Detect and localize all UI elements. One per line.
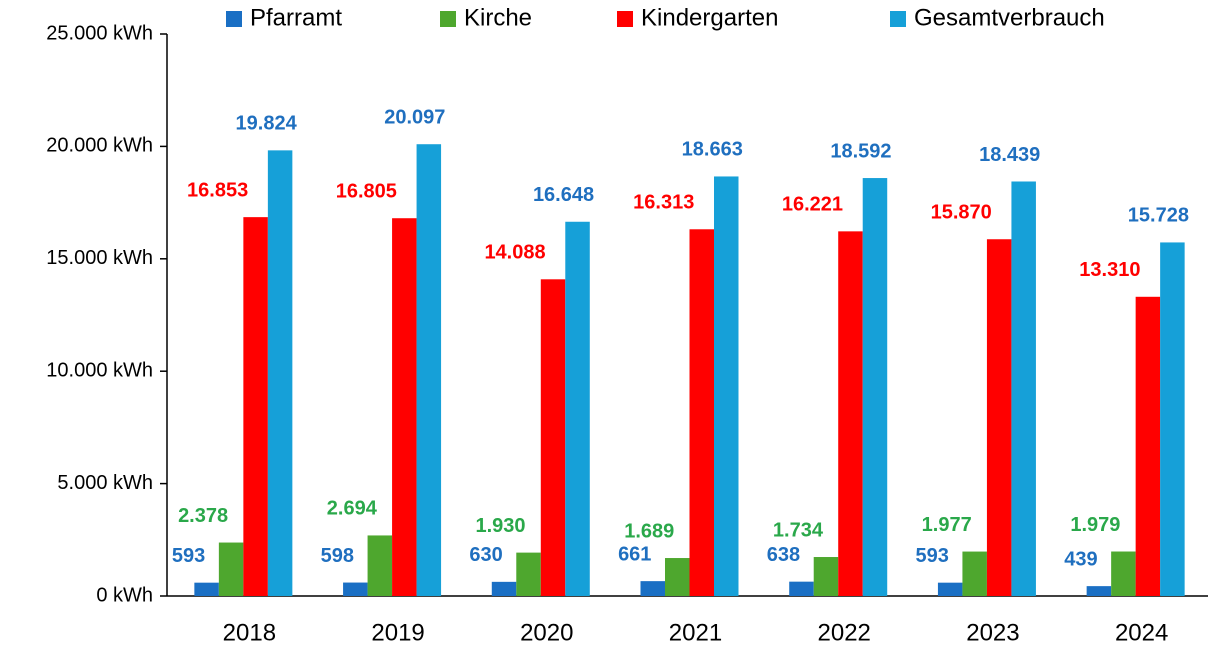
bar xyxy=(838,231,863,596)
value-label: 1.734 xyxy=(773,519,824,541)
bar xyxy=(243,217,268,596)
x-tick-label: 2023 xyxy=(966,619,1019,646)
legend-swatch xyxy=(617,11,633,27)
x-tick-label: 2022 xyxy=(818,619,871,646)
value-label: 661 xyxy=(618,543,651,565)
bar xyxy=(714,176,739,597)
value-label: 15.728 xyxy=(1128,205,1189,227)
bar xyxy=(640,581,665,596)
y-tick-label: 20.000 kWh xyxy=(46,135,153,157)
x-tick-label: 2020 xyxy=(520,619,573,646)
value-label: 1.977 xyxy=(922,514,972,536)
x-tick-label: 2021 xyxy=(669,619,722,646)
bar xyxy=(1160,242,1185,596)
value-label: 593 xyxy=(915,545,948,567)
bar xyxy=(343,582,368,596)
legend-swatch xyxy=(440,11,456,27)
bar xyxy=(267,150,293,596)
legend-label: Gesamtverbrauch xyxy=(914,4,1105,31)
bar xyxy=(1135,296,1161,596)
value-label: 2.378 xyxy=(178,505,228,527)
value-label: 15.870 xyxy=(931,202,992,224)
x-tick-label: 2018 xyxy=(223,619,276,646)
value-label: 1.689 xyxy=(624,520,674,542)
bar xyxy=(416,144,442,597)
bar xyxy=(1011,181,1036,597)
value-label: 598 xyxy=(321,545,354,567)
bar xyxy=(862,178,888,597)
y-tick-label: 5.000 kWh xyxy=(57,472,153,494)
bar xyxy=(218,542,244,596)
bar xyxy=(565,221,590,596)
value-label: 16.648 xyxy=(533,184,594,206)
value-label: 1.979 xyxy=(1070,514,1120,536)
value-label: 19.824 xyxy=(236,113,298,135)
bar xyxy=(540,279,566,596)
y-tick-label: 25.000 kWh xyxy=(46,22,153,44)
legend-label: Kindergarten xyxy=(641,4,778,31)
bar xyxy=(689,229,714,596)
bar xyxy=(367,535,393,596)
x-tick-label: 2024 xyxy=(1115,619,1168,646)
value-label: 14.088 xyxy=(484,242,545,264)
x-tick-label: 2019 xyxy=(371,619,424,646)
value-label: 16.221 xyxy=(782,194,843,216)
bar xyxy=(1086,586,1112,596)
bar xyxy=(194,582,219,596)
y-tick-label: 10.000 kWh xyxy=(46,359,153,381)
bar xyxy=(789,581,814,596)
value-label: 16.853 xyxy=(187,179,248,201)
value-label: 638 xyxy=(767,544,800,566)
bar xyxy=(937,582,963,596)
bar xyxy=(516,552,541,596)
legend-label: Pfarramt xyxy=(250,4,342,31)
y-tick-label: 0 kWh xyxy=(96,584,153,606)
value-label: 18.592 xyxy=(830,140,891,162)
bar xyxy=(665,558,690,596)
value-label: 593 xyxy=(172,545,205,567)
value-label: 18.439 xyxy=(979,144,1040,166)
value-label: 16.805 xyxy=(336,181,397,203)
value-label: 1.930 xyxy=(476,515,526,537)
legend-swatch xyxy=(226,11,242,27)
bar xyxy=(491,581,517,596)
value-label: 630 xyxy=(469,544,502,566)
value-label: 2.694 xyxy=(327,498,378,520)
value-label: 18.663 xyxy=(682,139,743,161)
value-label: 16.313 xyxy=(633,192,694,214)
bar xyxy=(813,557,839,596)
bar xyxy=(962,551,987,596)
value-label: 439 xyxy=(1064,548,1097,570)
legend-swatch xyxy=(890,11,906,27)
value-label: 13.310 xyxy=(1079,259,1140,281)
y-tick-label: 15.000 kWh xyxy=(46,247,153,269)
legend-label: Kirche xyxy=(464,4,532,31)
bar xyxy=(392,218,417,596)
bar xyxy=(1111,551,1136,596)
bar xyxy=(986,239,1012,596)
value-label: 20.097 xyxy=(384,107,445,129)
